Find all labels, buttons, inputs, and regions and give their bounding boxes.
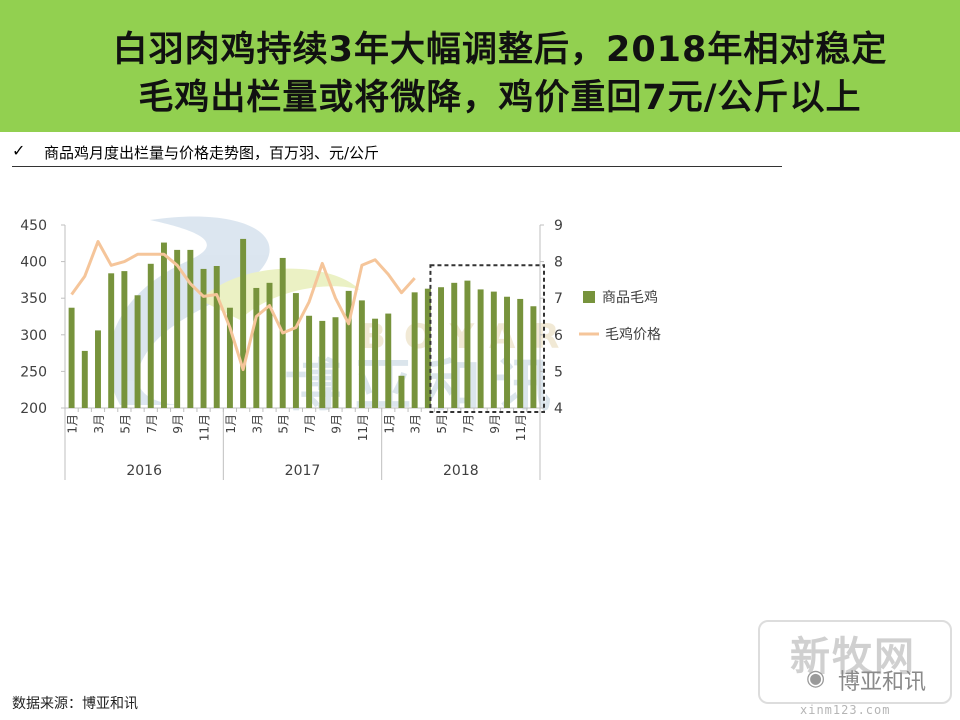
- x-tick-label: 1月: [66, 414, 80, 434]
- bar-19: [306, 315, 313, 408]
- year-label: 2017: [285, 463, 321, 479]
- y-right-tick-label: 5: [554, 364, 563, 380]
- y-left-tick-label: 250: [20, 364, 47, 380]
- y-left-tick-label: 300: [20, 328, 47, 344]
- x-tick-label: 3月: [250, 414, 264, 434]
- bar-29: [438, 287, 445, 408]
- y-right-tick-label: 9: [554, 218, 563, 234]
- x-tick-label: 5月: [435, 414, 449, 434]
- bar-34: [504, 296, 510, 408]
- check-icon: ✓: [12, 141, 26, 160]
- watermark-brand: 博亚和讯: [838, 670, 927, 695]
- chart-caption-text: 商品鸡月度出栏量与价格走势图，百万羽、元/公斤: [44, 144, 380, 162]
- bar-25: [385, 313, 392, 408]
- bar-11: [200, 268, 207, 408]
- bar-2: [81, 350, 88, 408]
- bar-4: [108, 273, 115, 408]
- bar-20: [319, 320, 326, 408]
- x-tick-label: 11月: [514, 414, 528, 441]
- bar-28: [424, 288, 431, 408]
- bar-22: [345, 290, 352, 408]
- watermark-site-name: 新牧网: [790, 634, 916, 680]
- x-tick-label: 3月: [409, 414, 423, 434]
- year-label: 2018: [443, 463, 479, 479]
- bar-12: [213, 265, 220, 408]
- bar-13: [226, 307, 233, 408]
- bar-27: [411, 292, 418, 408]
- bar-8: [160, 242, 167, 408]
- x-tick-label: 9月: [488, 414, 502, 434]
- y-left-tick-label: 350: [20, 291, 47, 307]
- y-right-tick-label: 4: [554, 401, 563, 417]
- x-tick-label: 1月: [224, 414, 238, 434]
- watermark-url: xinm123.com: [800, 703, 891, 717]
- bar-26: [398, 375, 405, 408]
- x-tick-label: 1月: [382, 414, 396, 434]
- title-line-1: 白羽肉鸡持续3年大幅调整后，2018年相对稳定: [112, 30, 888, 70]
- title-line-2: 毛鸡出栏量或将微降，鸡价重回7元/公斤以上: [138, 78, 862, 118]
- legend-swatch-bars: [583, 291, 595, 303]
- bar-3: [95, 330, 101, 408]
- bar-15: [253, 287, 260, 408]
- bar-21: [332, 317, 339, 408]
- x-tick-label: 9月: [329, 414, 343, 434]
- watermark-latin: BOYAR: [360, 317, 577, 357]
- watermark-badge: [758, 620, 952, 704]
- bar-16: [266, 282, 273, 408]
- x-tick-label: 7月: [461, 414, 475, 434]
- bar-1: [68, 307, 75, 408]
- y-right-tick-label: 8: [554, 255, 563, 271]
- highlight-box: [429, 264, 546, 414]
- y-left-tick-label: 200: [20, 401, 47, 417]
- y-right-tick-label: 6: [554, 328, 563, 344]
- chart: BOYAR 博亚和讯 2002503003504004504567891月3月5…: [20, 216, 661, 480]
- bar-6: [134, 295, 141, 408]
- y-left-tick-label: 400: [20, 255, 47, 271]
- x-tick-label: 5月: [118, 414, 132, 434]
- y-left-tick-label: 450: [20, 218, 47, 234]
- bar-33: [490, 291, 497, 408]
- bar-36: [530, 306, 537, 408]
- legend-label-bars: 商品毛鸡: [602, 289, 658, 306]
- y-right-tick-label: 7: [554, 291, 563, 307]
- bar-35: [517, 298, 524, 408]
- bar-23: [358, 300, 365, 408]
- bar-32: [477, 289, 484, 408]
- x-tick-label: 11月: [356, 414, 370, 441]
- x-tick-label: 7月: [303, 414, 317, 434]
- bar-9: [174, 249, 181, 408]
- x-tick-label: 7月: [145, 414, 159, 434]
- bar-10: [187, 249, 194, 408]
- bar-14: [240, 238, 247, 408]
- x-tick-label: 5月: [277, 414, 291, 434]
- bar-24: [372, 318, 379, 408]
- bar-31: [464, 280, 471, 408]
- x-tick-label: 9月: [171, 414, 185, 434]
- title-banner: 白羽肉鸡持续3年大幅调整后，2018年相对稳定 毛鸡出栏量或将微降，鸡价重回7元…: [0, 0, 960, 132]
- x-tick-label: 3月: [92, 414, 106, 434]
- bar-7: [147, 263, 154, 408]
- bar-5: [121, 271, 128, 408]
- legend-label-line: 毛鸡价格: [605, 326, 661, 343]
- bar-18: [292, 293, 299, 408]
- chart-caption: ✓ 商品鸡月度出栏量与价格走势图，百万羽、元/公斤: [12, 140, 782, 167]
- year-label: 2016: [126, 463, 162, 479]
- wechat-icon: ◉: [806, 666, 826, 691]
- data-source: 数据来源：博亚和讯: [12, 696, 138, 712]
- bar-30: [451, 282, 458, 408]
- price-line: [70, 240, 416, 372]
- x-tick-label: 11月: [198, 414, 212, 441]
